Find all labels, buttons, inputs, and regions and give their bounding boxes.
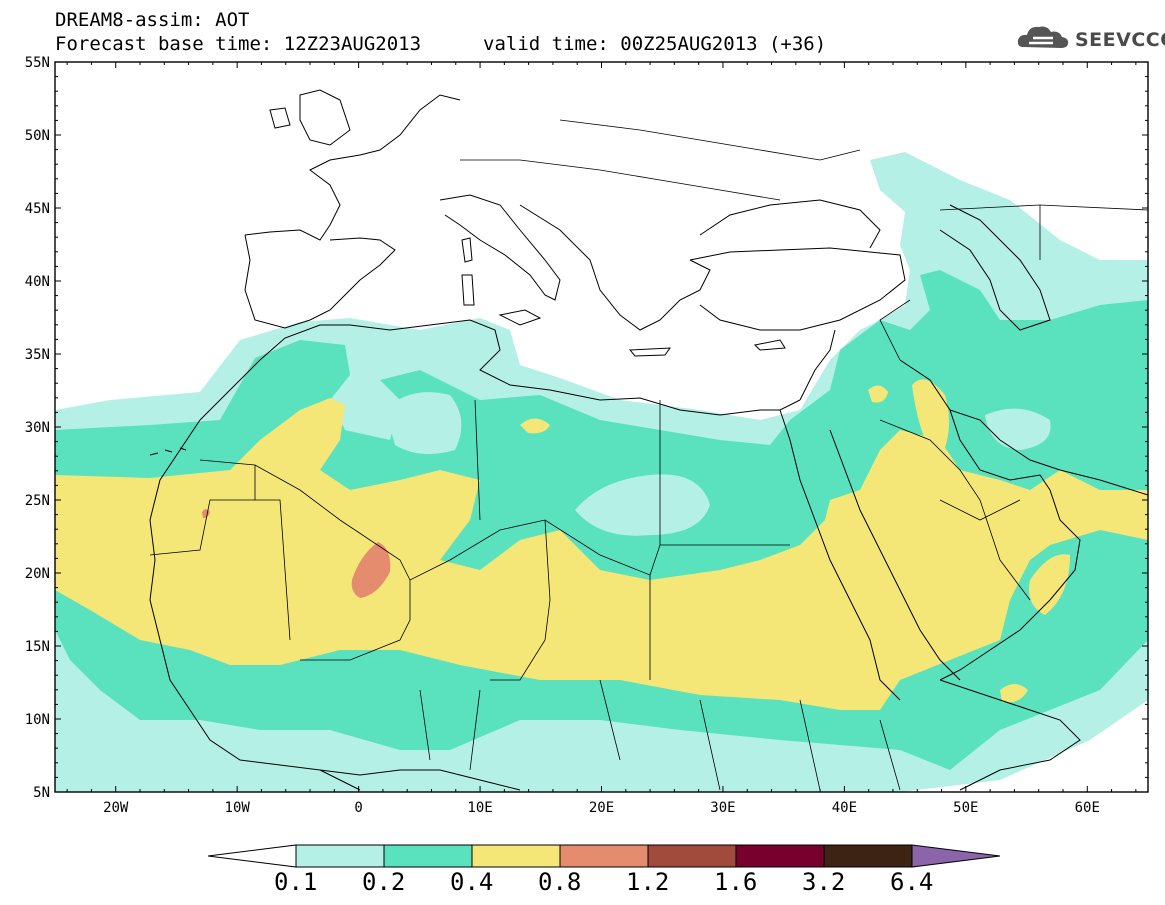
aot-0.4-patch-oman (1029, 554, 1070, 615)
colorbar-segment (471, 844, 561, 868)
aot-0.4-patch-gulf (912, 379, 949, 460)
lon-label: 20W (103, 800, 129, 816)
lat-label: 55N (25, 55, 50, 71)
seevccc-logo: SEEVCCC (1015, 21, 1165, 57)
valid-time: valid time: 00Z25AUG2013 (+36) (483, 33, 827, 55)
colorbar-segment (383, 844, 473, 868)
colorbar-min-arrow (207, 844, 297, 868)
borders (149, 119, 1148, 791)
lat-label: 25N (25, 493, 50, 509)
colorbar-label: 3.2 (802, 868, 846, 896)
colorbar-label: 0.1 (274, 868, 318, 896)
lat-label: 20N (25, 566, 50, 582)
colorbar-label: 6.4 (890, 868, 934, 896)
map-title: DREAM8-assim: AOT (55, 9, 250, 31)
logo-text: SEEVCCC (1075, 29, 1165, 51)
lat-label: 15N (25, 639, 50, 655)
forecast-base-time: Forecast base time: 12Z23AUG2013 (55, 33, 422, 55)
colorbar-segment (559, 844, 649, 868)
colorbar-label: 1.2 (626, 868, 670, 896)
cloud-icon (1017, 26, 1069, 48)
colorbar-segment (647, 844, 737, 868)
colorbar-label: 0.8 (538, 868, 582, 896)
lat-label: 45N (25, 201, 50, 217)
lon-label: 60E (1075, 800, 1100, 816)
lon-label: 10E (467, 800, 492, 816)
aot-0.1-patch-arabia (985, 408, 1051, 450)
lat-labels: 55N 50N 45N 40N 35N 30N 25N 20N 15N 10N 5N (25, 55, 50, 801)
lat-label: 35N (25, 347, 50, 363)
lon-label: 30E (710, 800, 735, 816)
colorbar (207, 844, 1001, 868)
aot-0.4-patch-libya (520, 418, 550, 434)
colorbar-segment (735, 844, 825, 868)
aot-0.4-region (55, 398, 1148, 710)
colorbar-segment (295, 844, 385, 868)
lon-label: 0 (354, 800, 362, 816)
lat-label: 40N (25, 274, 50, 290)
lat-label: 50N (25, 128, 50, 144)
aot-0.1-patch-sahara (575, 474, 710, 536)
lat-label: 10N (25, 712, 50, 728)
lat-label: 5N (33, 785, 50, 801)
lon-labels: 20W 10W 0 10E 20E 30E 40E 50E 60E (103, 800, 1100, 816)
lon-label: 50E (953, 800, 978, 816)
aot-fields (55, 152, 1148, 792)
colorbar-segment (823, 844, 913, 868)
lon-label: 20E (589, 800, 614, 816)
aot-0.1-patch-algeria (385, 392, 462, 454)
colorbar-label: 0.2 (362, 868, 406, 896)
aot-0.4-patch-iraq (868, 385, 888, 403)
lon-label: 40E (832, 800, 857, 816)
aot-0.4-patch-yemen (1000, 684, 1028, 703)
lat-label: 30N (25, 420, 50, 436)
colorbar-max-arrow (911, 844, 1001, 868)
aot-0.8-patch-mali (351, 542, 391, 598)
axis-ticks (55, 61, 1148, 793)
lon-label: 10W (225, 800, 251, 816)
coastlines (149, 89, 1148, 791)
colorbar-label: 1.6 (714, 868, 758, 896)
colorbar-label: 0.4 (450, 868, 494, 896)
